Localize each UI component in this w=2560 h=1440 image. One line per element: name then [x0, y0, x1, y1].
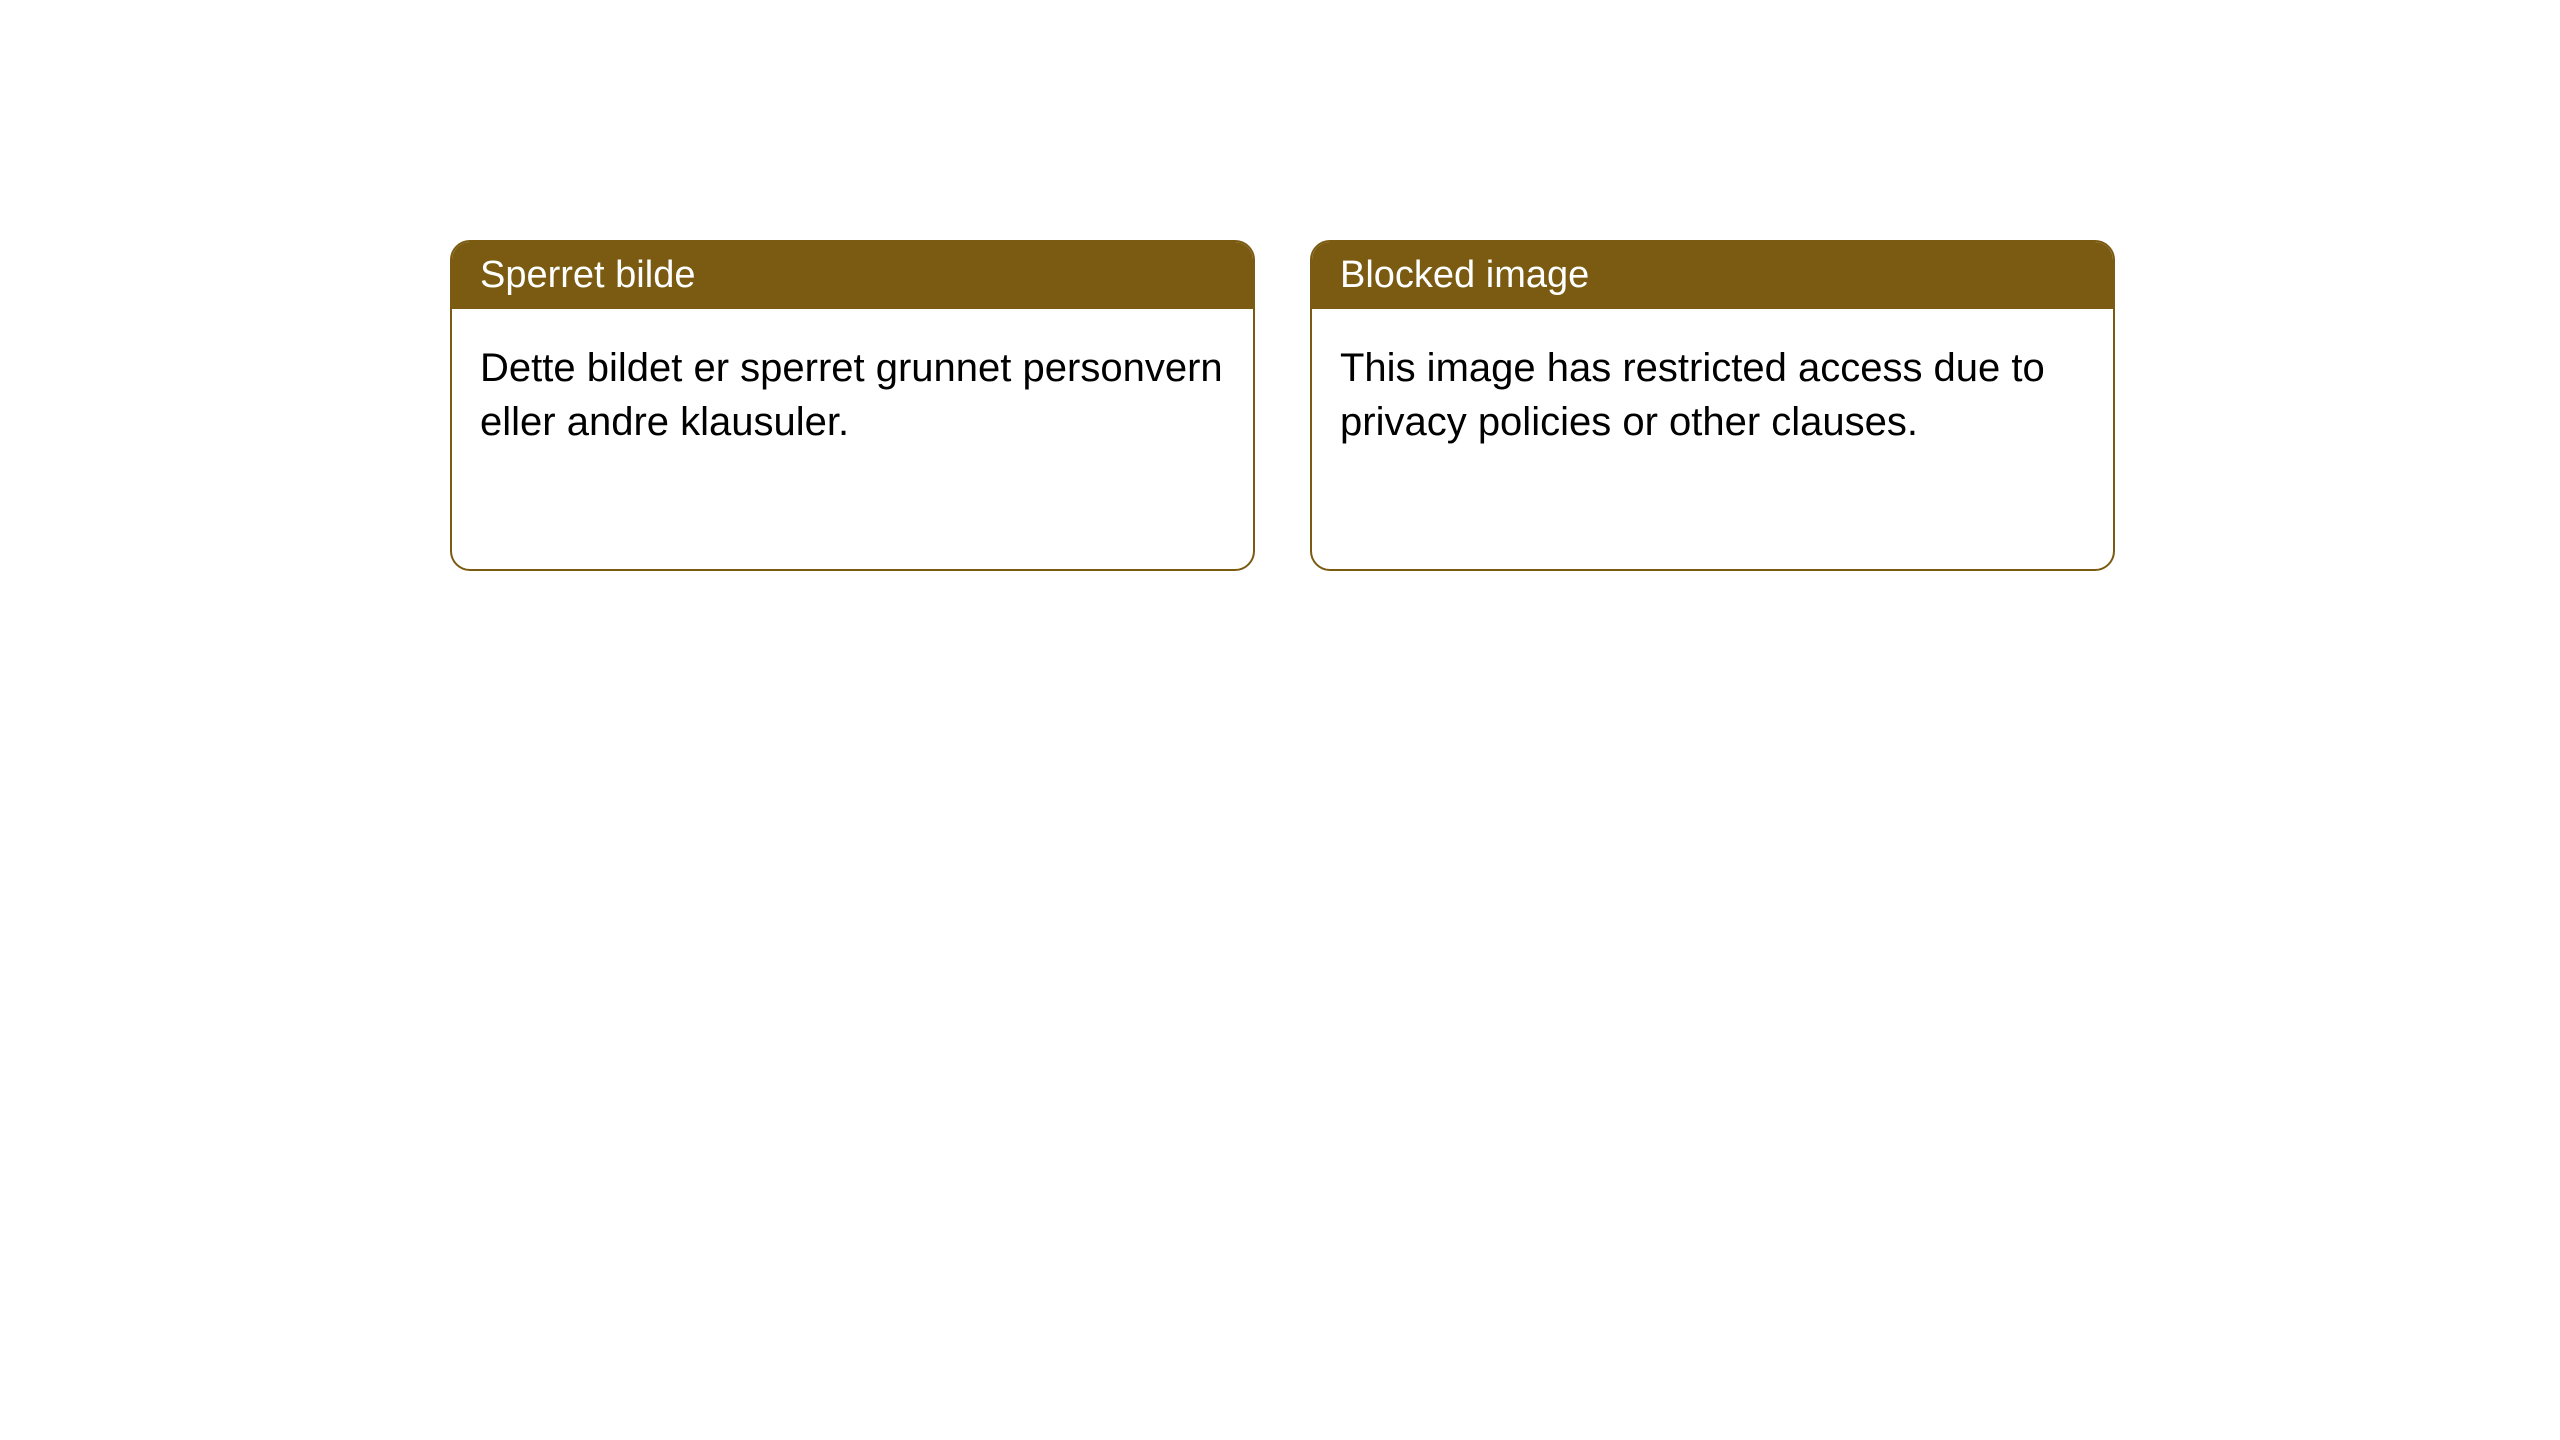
card-english: Blocked image This image has restricted …: [1310, 240, 2115, 571]
card-body-text: Dette bildet er sperret grunnet personve…: [480, 346, 1223, 444]
card-title: Blocked image: [1340, 254, 1589, 296]
card-header: Blocked image: [1312, 242, 2113, 309]
card-body: Dette bildet er sperret grunnet personve…: [452, 309, 1253, 569]
cards-container: Sperret bilde Dette bildet er sperret gr…: [450, 240, 2115, 571]
card-header: Sperret bilde: [452, 242, 1253, 309]
card-title: Sperret bilde: [480, 254, 695, 296]
card-norwegian: Sperret bilde Dette bildet er sperret gr…: [450, 240, 1255, 571]
card-body: This image has restricted access due to …: [1312, 309, 2113, 569]
card-body-text: This image has restricted access due to …: [1340, 346, 2045, 444]
